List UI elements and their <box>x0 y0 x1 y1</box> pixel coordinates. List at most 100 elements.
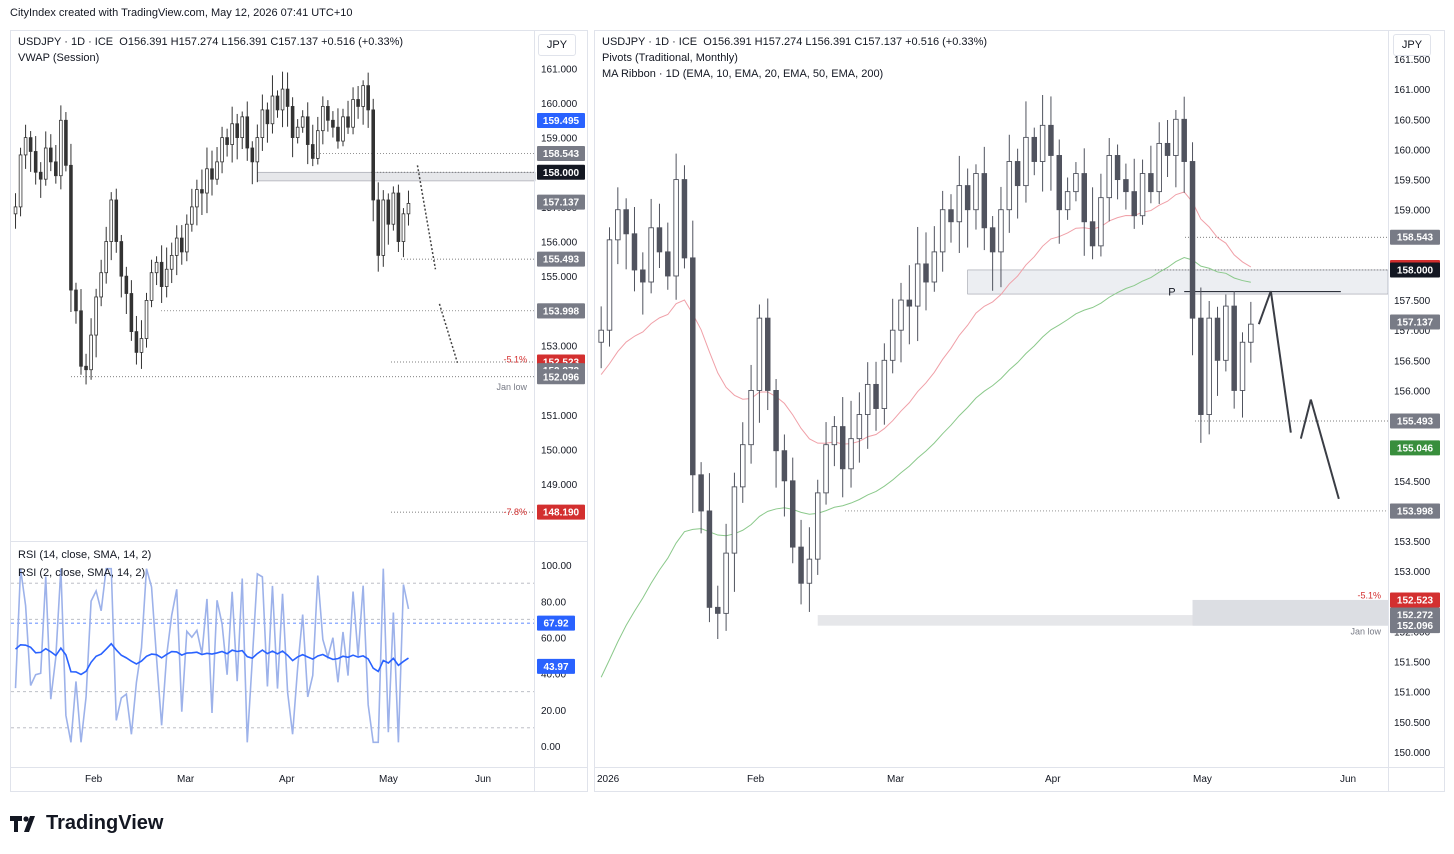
resistance-zone <box>967 269 1389 295</box>
y-tick-label: 20.00 <box>541 706 566 717</box>
y-tick-label: 0.00 <box>541 742 561 753</box>
candle-body <box>740 444 746 488</box>
candle-body <box>839 426 846 470</box>
candle-body <box>1031 136 1038 162</box>
candle-body <box>391 192 396 225</box>
candle-body <box>1098 197 1104 247</box>
candle-body <box>129 293 134 333</box>
price-tag <box>1390 413 1440 429</box>
left-currency-button[interactable]: JPY <box>538 34 576 56</box>
candle-body <box>1248 323 1254 343</box>
candle-body <box>79 310 83 367</box>
price-tag-label: 152.096 <box>1397 621 1434 632</box>
chart-credit: CityIndex created with TradingView.com, … <box>10 7 353 19</box>
candle-body <box>889 329 896 361</box>
rsi-tag <box>537 658 575 674</box>
price-tag-label: 152.272 <box>1397 611 1434 622</box>
price-tag-label: 153.998 <box>543 306 580 317</box>
ema-200-line <box>600 257 1251 678</box>
y-tick-label: 161.500 <box>1394 55 1431 66</box>
candle-body <box>341 116 345 142</box>
left-axis-divider <box>534 30 535 792</box>
left-rsi-chart[interactable]: 0.00 20.00 40.00 60.00 80.00 100.00 67.92 43.97 <box>11 542 587 767</box>
candle-body <box>698 474 704 512</box>
candle-body <box>386 199 391 225</box>
right-x-axis-line <box>594 767 1445 768</box>
y-tick-label: 60.00 <box>541 633 566 644</box>
candle-body <box>798 546 804 584</box>
candle-body <box>606 239 613 331</box>
price-tag-label: 158.000 <box>1397 265 1434 276</box>
y-tick-label: 155.000 <box>541 272 578 283</box>
price-tag-label: 159.495 <box>543 116 580 127</box>
y-tick-label: 161.000 <box>1394 85 1431 96</box>
candle-body <box>1056 155 1063 211</box>
candle-body <box>331 119 335 128</box>
candle-body <box>109 199 114 242</box>
candle-body <box>1131 191 1137 217</box>
candle-body <box>1181 118 1187 162</box>
right-currency-button[interactable]: JPY <box>1393 34 1431 56</box>
candle-body <box>648 227 654 283</box>
candle-body <box>939 209 946 253</box>
candle-body <box>300 116 305 128</box>
price-tag-label: 153.998 <box>1397 507 1434 518</box>
candle-body <box>681 179 688 259</box>
forecast-arrow <box>1299 399 1312 439</box>
candle-body <box>250 147 255 163</box>
tradingview-logo[interactable]: TradingView <box>10 812 163 835</box>
left-time-axis[interactable]: Feb Mar Apr May Jun <box>11 767 535 791</box>
left-rsi-legend-2: RSI (2, close, SMA, 14, 2) <box>18 567 146 579</box>
candle-body <box>43 147 48 180</box>
candle-body <box>748 390 754 446</box>
candle-body <box>789 480 796 548</box>
candle-body <box>48 147 53 163</box>
candle-body <box>765 317 771 391</box>
y-tick-label: 150.000 <box>541 445 578 456</box>
y-tick-label: 153.000 <box>1394 567 1431 578</box>
candle-body <box>305 116 310 145</box>
candle-body <box>245 116 250 149</box>
candle-body <box>1006 161 1013 211</box>
x-tick-label: Apr <box>1045 774 1061 785</box>
candle-body <box>1164 142 1171 156</box>
rsi-tag-label: 67.92 <box>543 619 568 630</box>
candle-body <box>270 95 275 125</box>
candle-body <box>914 263 921 307</box>
candle-body <box>114 199 119 242</box>
price-tag <box>537 303 585 319</box>
right-legend-pivots: Pivots (Traditional, Monthly) <box>602 52 738 64</box>
candle-body <box>723 552 729 614</box>
candle-body <box>159 261 164 287</box>
candle-body <box>119 241 124 277</box>
candle-body <box>280 88 285 111</box>
candle-body <box>190 206 194 225</box>
candle-body <box>13 206 18 215</box>
candle-body <box>856 414 863 440</box>
candle-body <box>706 510 713 608</box>
candle-body <box>1048 124 1054 156</box>
candle-body <box>956 185 963 223</box>
right-time-axis[interactable]: 2026 Feb Mar Apr May Jun <box>595 767 1388 791</box>
price-tag <box>537 504 585 520</box>
candle-body <box>1198 317 1204 415</box>
right-price-chart[interactable]: 150.000150.500151.000151.500152.000152.5… <box>595 31 1444 767</box>
y-tick-label: 150.000 <box>1394 748 1431 759</box>
candle-body <box>99 272 103 298</box>
candle-body <box>346 116 350 128</box>
candle-body <box>1206 317 1212 415</box>
candle-body <box>326 106 330 121</box>
price-tag <box>1390 314 1440 330</box>
candle-body <box>371 109 376 201</box>
candle-body <box>665 251 671 277</box>
candle-body <box>923 263 929 283</box>
candle-body <box>1189 161 1196 319</box>
y-tick-label: 100.00 <box>541 561 572 572</box>
candle-body <box>631 233 638 271</box>
price-tag-label: 155.493 <box>1397 416 1434 427</box>
candle-body <box>361 85 365 107</box>
forecast-arrow <box>1257 290 1272 325</box>
left-price-chart[interactable]: 149.000150.000151.000152.000153.000154.0… <box>11 31 587 541</box>
candle-body <box>174 237 179 256</box>
y-tick-label: 40.00 <box>541 670 566 681</box>
